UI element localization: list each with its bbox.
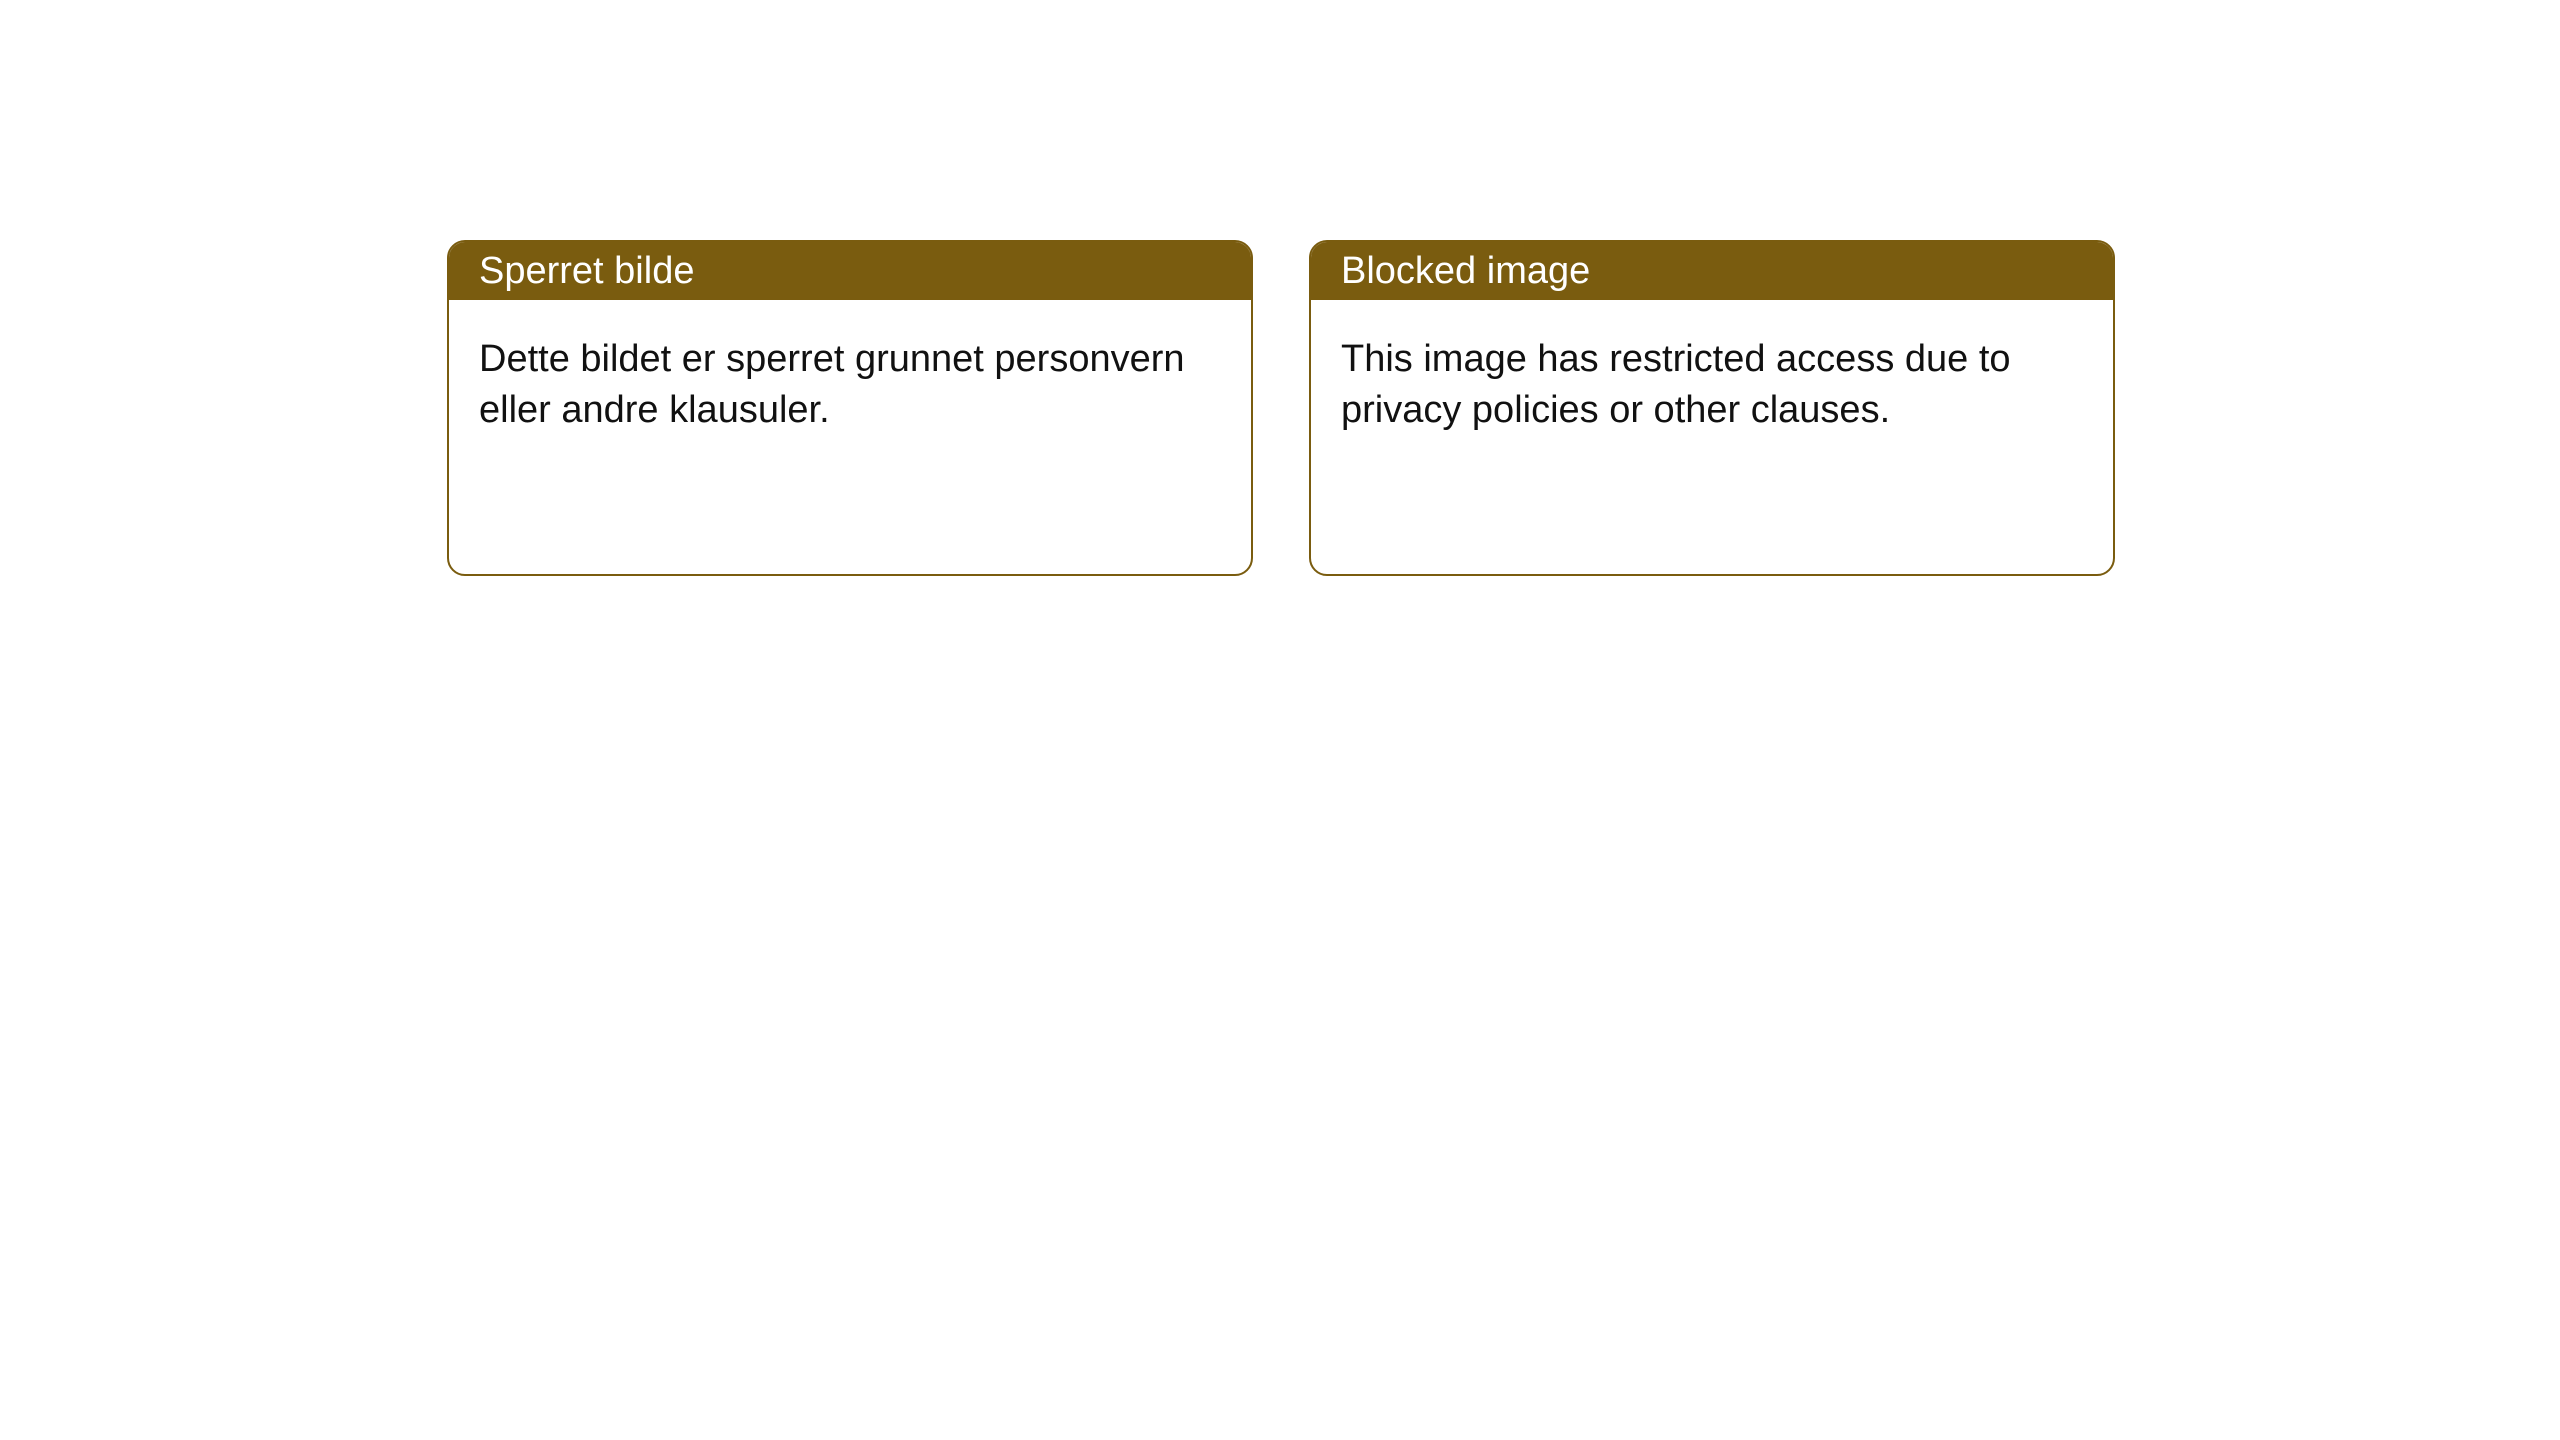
card-body-text: This image has restricted access due to … <box>1341 338 2011 431</box>
page: Sperret bilde Dette bildet er sperret gr… <box>0 0 2560 1440</box>
card-body: This image has restricted access due to … <box>1311 300 2113 471</box>
card-norwegian: Sperret bilde Dette bildet er sperret gr… <box>447 240 1253 576</box>
card-body-text: Dette bildet er sperret grunnet personve… <box>479 338 1185 431</box>
card-header: Blocked image <box>1311 242 2113 300</box>
card-body: Dette bildet er sperret grunnet personve… <box>449 300 1251 471</box>
card-title: Blocked image <box>1341 250 1590 293</box>
card-header: Sperret bilde <box>449 242 1251 300</box>
card-english: Blocked image This image has restricted … <box>1309 240 2115 576</box>
cards-row: Sperret bilde Dette bildet er sperret gr… <box>447 240 2115 576</box>
card-title: Sperret bilde <box>479 250 694 293</box>
